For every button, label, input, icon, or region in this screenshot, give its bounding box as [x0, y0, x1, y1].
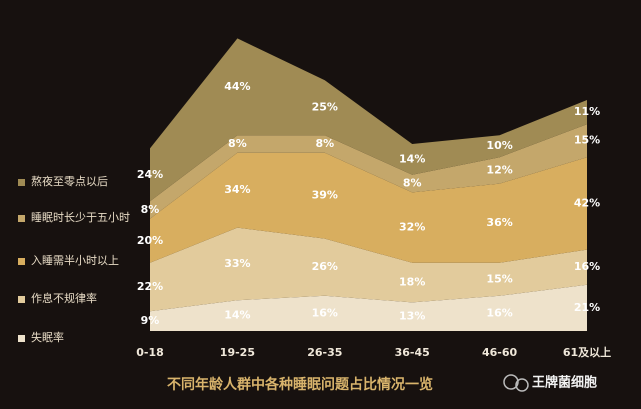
legend-swatch — [18, 215, 25, 222]
data-label: 20% — [137, 234, 163, 247]
data-label: 10% — [486, 139, 512, 152]
data-label: 14% — [399, 152, 425, 165]
legend-label: 熬夜至零点以后 — [31, 175, 108, 188]
data-label: 11% — [574, 105, 600, 118]
data-label: 34% — [224, 183, 250, 196]
data-label: 33% — [224, 257, 250, 270]
data-label: 42% — [574, 196, 600, 209]
x-tick-label: 61及以上 — [563, 345, 611, 359]
data-label: 16% — [574, 260, 600, 273]
x-tick-label: 46-60 — [482, 346, 518, 359]
legend-item: 入睡需半小时以上 — [18, 254, 136, 268]
legend-swatch — [18, 296, 25, 303]
legend-label: 睡眠时长少于五小时 — [31, 211, 130, 224]
data-label: 18% — [399, 276, 425, 289]
data-label: 32% — [399, 221, 425, 234]
data-label: 24% — [137, 168, 163, 181]
data-label: 8% — [403, 177, 422, 190]
watermark: 王牌菌细胞 — [532, 375, 597, 391]
legend-item: 睡眠时长少于五小时 — [18, 211, 136, 225]
data-label: 16% — [486, 306, 512, 319]
data-label: 14% — [224, 309, 250, 322]
legend-item: 熬夜至零点以后 — [18, 175, 136, 189]
legend-swatch — [18, 179, 25, 186]
legend-label: 入睡需半小时以上 — [31, 254, 119, 267]
data-label: 12% — [486, 163, 512, 176]
data-label: 22% — [137, 280, 163, 293]
chart-title: 不同年龄人群中各种睡眠问题占比情况一览 — [167, 376, 433, 393]
data-label: 26% — [312, 260, 338, 273]
data-label: 39% — [312, 189, 338, 202]
area — [150, 124, 587, 219]
data-label: 15% — [486, 272, 512, 285]
area — [150, 152, 587, 263]
area — [150, 227, 587, 312]
x-tick-label: 26-35 — [307, 346, 342, 359]
legend-item: 作息不规律率 — [18, 292, 136, 306]
data-label: 16% — [312, 306, 338, 319]
x-tick-label: 0-18 — [136, 346, 164, 359]
data-label: 13% — [399, 310, 425, 323]
area — [150, 284, 587, 331]
data-label: 21% — [574, 301, 600, 314]
x-tick-label: 19-25 — [220, 346, 255, 359]
area — [150, 38, 587, 202]
legend-label: 失眠率 — [31, 331, 64, 344]
x-tick-label: 36-45 — [395, 346, 430, 359]
legend-item: 失眠率 — [18, 331, 136, 345]
data-label: 36% — [486, 216, 512, 229]
data-label: 8% — [315, 137, 334, 150]
data-label: 8% — [141, 203, 160, 216]
data-label: 44% — [224, 80, 250, 93]
data-label: 15% — [574, 134, 600, 147]
data-label: 9% — [141, 314, 160, 327]
data-label: 25% — [312, 101, 338, 114]
data-label: 8% — [228, 137, 247, 150]
legend-swatch — [18, 335, 25, 342]
legend-swatch — [18, 258, 25, 265]
legend-label: 作息不规律率 — [31, 292, 97, 305]
watermark-icon — [503, 374, 529, 392]
